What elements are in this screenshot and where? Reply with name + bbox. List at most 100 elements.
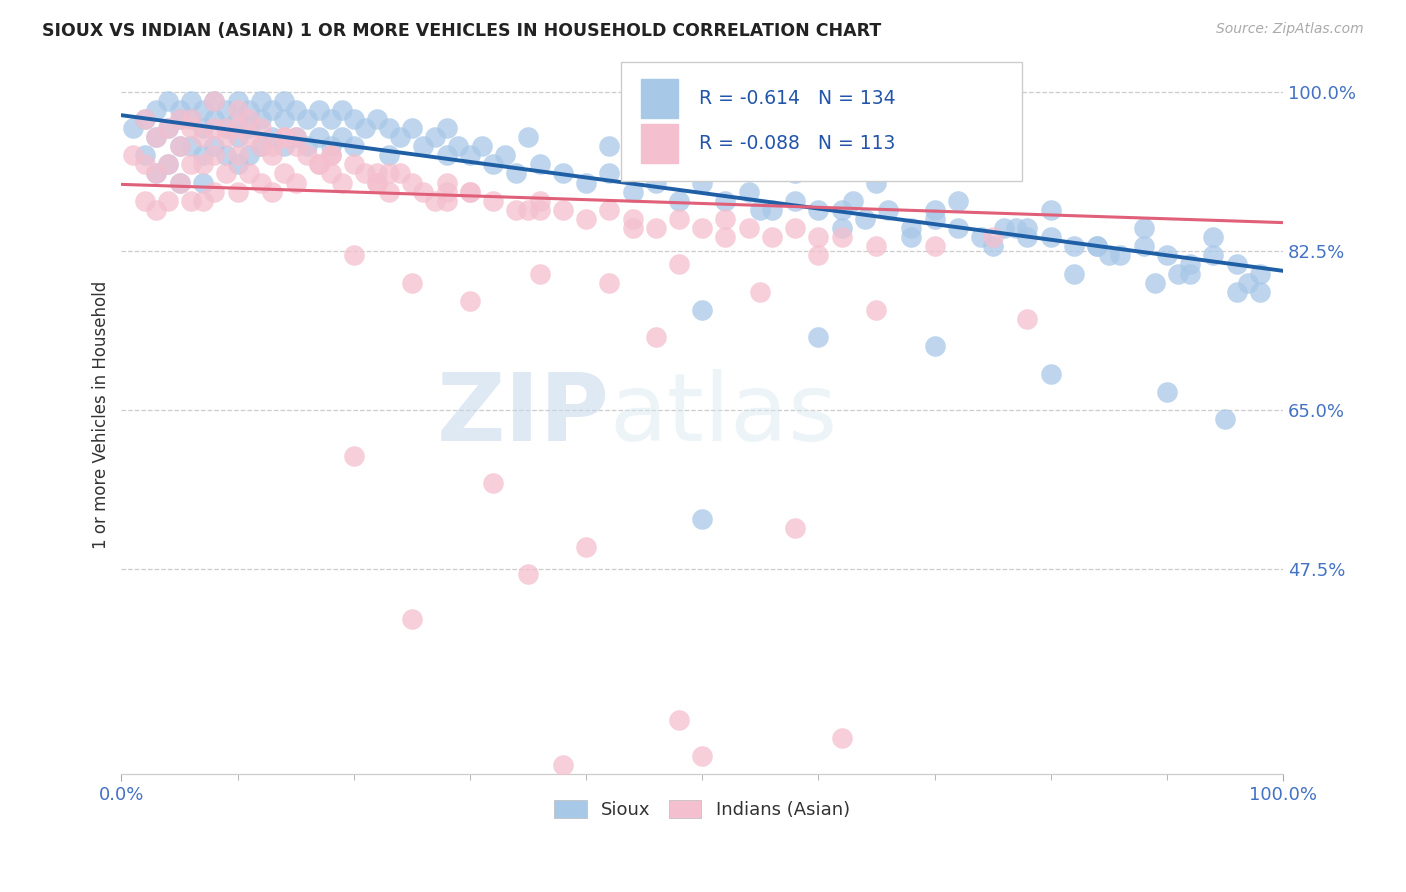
Point — [156, 120, 179, 135]
Point — [1225, 285, 1247, 299]
Point — [690, 512, 713, 526]
Point — [575, 540, 598, 554]
Point — [853, 211, 876, 226]
Point — [436, 120, 458, 135]
Point — [1017, 312, 1039, 326]
Point — [831, 221, 853, 235]
Point — [621, 221, 644, 235]
Point — [238, 148, 260, 162]
Point — [644, 176, 666, 190]
Point — [924, 239, 946, 253]
Point — [226, 185, 249, 199]
Point — [1213, 412, 1236, 426]
Point — [482, 157, 505, 171]
Point — [1039, 230, 1062, 244]
Point — [1004, 221, 1026, 235]
Point — [412, 139, 434, 153]
Point — [877, 202, 900, 217]
Point — [250, 176, 273, 190]
Text: R = -0.088   N = 113: R = -0.088 N = 113 — [699, 134, 896, 153]
Point — [366, 166, 388, 180]
Point — [1178, 267, 1201, 281]
Text: ZIP: ZIP — [436, 368, 609, 460]
Point — [551, 202, 574, 217]
Point — [785, 521, 807, 535]
Point — [1156, 248, 1178, 262]
Point — [191, 103, 214, 117]
Point — [785, 166, 807, 180]
Point — [458, 185, 481, 199]
Point — [529, 194, 551, 208]
Point — [924, 211, 946, 226]
Point — [273, 94, 295, 108]
Point — [308, 157, 330, 171]
Point — [226, 94, 249, 108]
Point — [330, 130, 353, 145]
Point — [529, 267, 551, 281]
Point — [250, 139, 273, 153]
Point — [343, 157, 366, 171]
Y-axis label: 1 or more Vehicles in Household: 1 or more Vehicles in Household — [93, 280, 110, 549]
Point — [156, 120, 179, 135]
Point — [343, 139, 366, 153]
Point — [946, 194, 969, 208]
Point — [1017, 221, 1039, 235]
Point — [517, 130, 540, 145]
Point — [970, 230, 993, 244]
Point — [1156, 384, 1178, 399]
Point — [529, 157, 551, 171]
Point — [807, 248, 830, 262]
Point — [169, 139, 191, 153]
Point — [831, 731, 853, 745]
Point — [226, 157, 249, 171]
Point — [436, 176, 458, 190]
FancyBboxPatch shape — [621, 62, 1022, 181]
Point — [1039, 367, 1062, 381]
Point — [1202, 230, 1225, 244]
Point — [505, 166, 527, 180]
Point — [145, 103, 167, 117]
Point — [436, 194, 458, 208]
Point — [262, 185, 284, 199]
Point — [1225, 257, 1247, 271]
Point — [191, 130, 214, 145]
Point — [1167, 267, 1189, 281]
Point — [737, 221, 759, 235]
Point — [134, 112, 156, 126]
Point — [202, 94, 225, 108]
Point — [900, 221, 922, 235]
Point — [458, 293, 481, 308]
Point — [575, 211, 598, 226]
Point — [668, 257, 690, 271]
Point — [180, 157, 202, 171]
Point — [598, 166, 620, 180]
Point — [169, 176, 191, 190]
Point — [1039, 202, 1062, 217]
Point — [1178, 257, 1201, 271]
Point — [714, 230, 737, 244]
Point — [924, 339, 946, 353]
Point — [134, 112, 156, 126]
Point — [330, 103, 353, 117]
Point — [447, 139, 470, 153]
Point — [202, 185, 225, 199]
Point — [191, 157, 214, 171]
Point — [297, 148, 319, 162]
Point — [690, 221, 713, 235]
Point — [690, 176, 713, 190]
Point — [145, 130, 167, 145]
Point — [297, 139, 319, 153]
Point — [668, 713, 690, 727]
Point — [343, 112, 366, 126]
Point — [343, 449, 366, 463]
Point — [401, 612, 423, 626]
Point — [1132, 221, 1154, 235]
Point — [1017, 230, 1039, 244]
Point — [191, 148, 214, 162]
Point — [180, 112, 202, 126]
Point — [389, 166, 412, 180]
Point — [436, 148, 458, 162]
Text: SIOUX VS INDIAN (ASIAN) 1 OR MORE VEHICLES IN HOUSEHOLD CORRELATION CHART: SIOUX VS INDIAN (ASIAN) 1 OR MORE VEHICL… — [42, 22, 882, 40]
Point — [517, 202, 540, 217]
Point — [238, 112, 260, 126]
